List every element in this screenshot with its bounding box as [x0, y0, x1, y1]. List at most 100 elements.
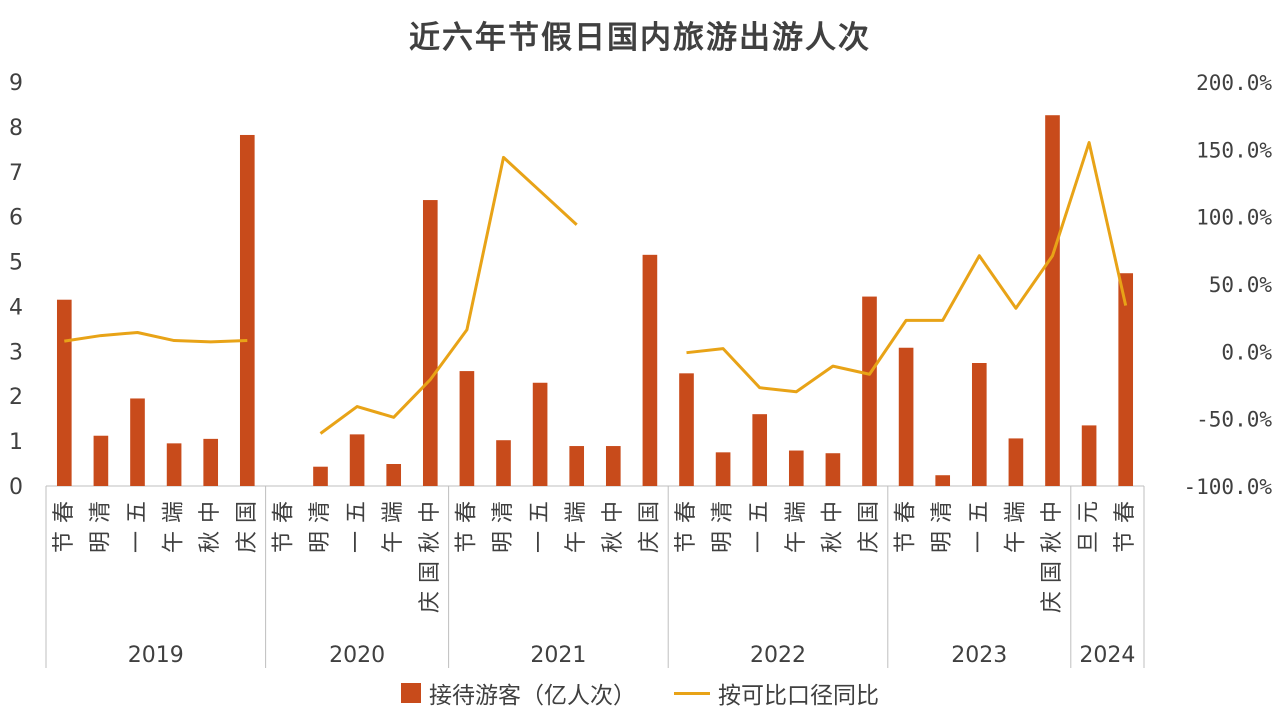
bar	[313, 466, 328, 486]
y-right-tick-label: 50.0%	[1209, 273, 1273, 297]
category-label-char: 明	[711, 531, 736, 553]
category-label-char: 清	[491, 501, 516, 523]
year-label: 2020	[329, 643, 385, 668]
bar	[642, 254, 658, 486]
y-left-tick-label: 5	[9, 251, 23, 276]
y-left-tick-label: 7	[9, 161, 23, 186]
category-label-char: 节	[894, 531, 919, 553]
category-label-char: 庆	[637, 531, 662, 553]
bar	[56, 299, 72, 486]
category-label-char: 一	[967, 531, 992, 553]
category-label-char: 春	[454, 501, 479, 523]
bar	[605, 446, 621, 486]
y-left-tick-label: 6	[9, 206, 23, 231]
category-label-char: 明	[930, 531, 955, 553]
category-label-char: 午	[162, 531, 187, 553]
category-label-char: 午	[381, 531, 406, 553]
category-label-char: 午	[1003, 531, 1028, 553]
bar	[203, 438, 219, 486]
bar	[752, 414, 768, 486]
bar	[825, 453, 841, 486]
category-label-char: 秋	[1040, 531, 1065, 553]
category-label-char: 端	[1003, 501, 1028, 523]
legend-item-yoy: 按可比口径同比	[674, 676, 879, 710]
category-label-char: 庆	[418, 591, 443, 613]
y-left-tick-label: 4	[9, 295, 23, 320]
category-label-char: 庆	[857, 531, 882, 553]
bar	[569, 446, 585, 486]
bar	[130, 398, 145, 486]
legend: 接待游客（亿人次） 按可比口径同比	[0, 676, 1280, 710]
bar	[93, 435, 109, 486]
category-label-char: 五	[967, 501, 992, 523]
bar	[496, 440, 511, 486]
category-label-char: 秋	[418, 531, 443, 553]
y-left-tick-label: 0	[9, 475, 23, 500]
year-label: 2022	[750, 643, 806, 668]
category-label-char: 中	[1040, 501, 1065, 523]
y-right-tick-label: 150.0%	[1196, 138, 1272, 162]
legend-label-visitors: 接待游客（亿人次）	[429, 683, 636, 709]
y-left-tick-label: 9	[9, 71, 23, 96]
category-label-char: 明	[491, 531, 516, 553]
category-label-char: 国	[857, 501, 882, 523]
chart-title: 近六年节假日国内旅游出游人次	[409, 20, 871, 56]
bar	[239, 134, 255, 487]
category-label-char: 节	[1113, 531, 1138, 553]
y-left-tick-label: 8	[9, 116, 23, 141]
year-label: 2019	[128, 643, 184, 668]
category-label-char: 秋	[820, 531, 845, 553]
y-right-tick-label: -100.0%	[1183, 475, 1272, 499]
category-label-char: 旦	[1077, 531, 1102, 553]
bar	[715, 452, 731, 486]
legend-bar-swatch	[401, 683, 421, 703]
category-label-char: 一	[747, 531, 772, 553]
category-label-char: 端	[162, 501, 187, 523]
bar	[1081, 425, 1097, 486]
category-label-char: 秋	[198, 531, 223, 553]
y-left-tick-label: 1	[9, 430, 23, 455]
bar	[1008, 438, 1024, 486]
bar	[679, 373, 694, 486]
y-right-tick-label: 100.0%	[1196, 206, 1272, 230]
category-label-char: 清	[930, 501, 955, 523]
category-label-char: 节	[674, 531, 699, 553]
category-label-char: 中	[820, 501, 845, 523]
category-label-char: 春	[52, 501, 77, 523]
category-label-char: 春	[271, 501, 296, 523]
bars-group	[56, 115, 1134, 487]
yoy-line-segment	[64, 330, 248, 344]
category-label-char: 五	[125, 501, 150, 523]
category-label-char: 节	[271, 531, 296, 553]
category-label-char: 端	[784, 501, 809, 523]
bar	[422, 200, 438, 486]
yoy-line-segment	[686, 141, 1128, 394]
bar	[1118, 273, 1134, 486]
category-label-char: 五	[345, 501, 370, 523]
category-label-char: 中	[418, 501, 443, 523]
y-right-tick-label: 0.0%	[1221, 340, 1272, 364]
year-label: 2024	[1079, 643, 1135, 668]
year-label: 2023	[951, 643, 1007, 668]
bar	[386, 464, 402, 486]
category-label-char: 中	[198, 501, 223, 523]
category-label-char: 国	[418, 561, 443, 583]
category-label-char: 庆	[1040, 591, 1065, 613]
category-label-char: 元	[1077, 501, 1102, 523]
line-group	[64, 141, 1128, 435]
year-label: 2021	[530, 643, 586, 668]
category-label-char: 午	[564, 531, 589, 553]
category-label-char: 清	[88, 501, 113, 523]
yoy-line-segment	[319, 155, 578, 435]
category-label-char: 清	[308, 501, 333, 523]
bar	[862, 296, 877, 486]
category-label-char: 国	[235, 501, 260, 523]
category-label-char: 一	[345, 531, 370, 553]
category-label-char: 春	[674, 501, 699, 523]
category-label-char: 一	[528, 531, 553, 553]
y-right-tick-label: -50.0%	[1196, 408, 1272, 432]
category-label-char: 春	[1113, 501, 1138, 523]
bar	[349, 434, 365, 486]
category-label-char: 国	[1040, 561, 1065, 583]
